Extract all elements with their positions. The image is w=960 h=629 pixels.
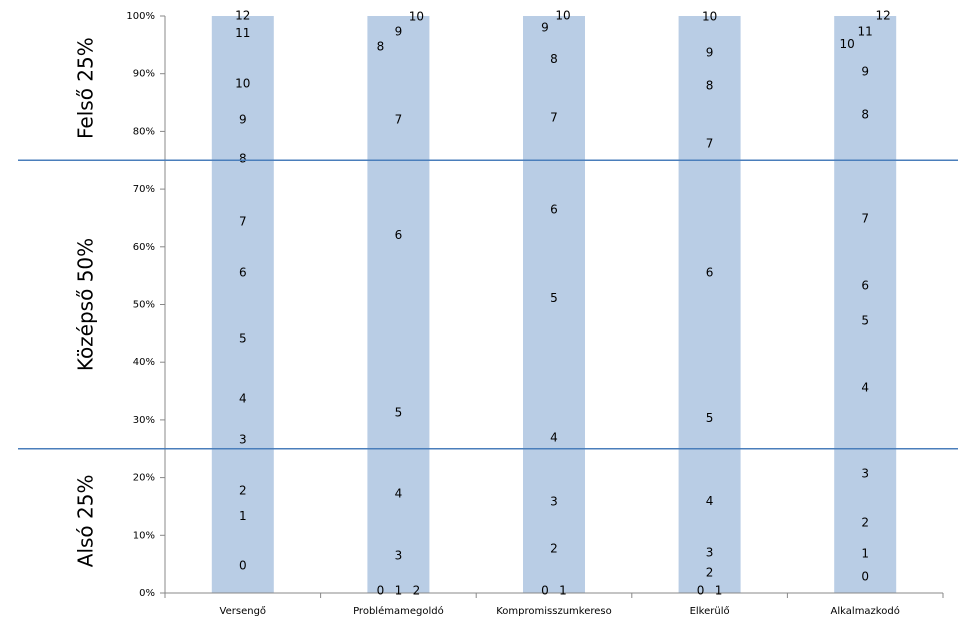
score-label: 7	[395, 112, 403, 126]
score-label: 7	[239, 214, 247, 228]
score-label: 12	[235, 9, 250, 23]
score-label: 8	[861, 108, 869, 122]
score-label: 7	[550, 111, 558, 125]
score-label: 11	[858, 25, 873, 39]
score-label: 10	[555, 9, 570, 23]
score-label: 10	[235, 77, 250, 91]
score-label: 0	[861, 569, 869, 583]
score-label: 4	[550, 430, 558, 444]
score-label: 8	[550, 52, 558, 66]
y-tick-label: 0%	[139, 588, 155, 599]
score-label: 9	[239, 112, 247, 126]
y-tick-label: 80%	[133, 126, 155, 137]
score-label: 2	[413, 584, 421, 598]
score-label: 7	[706, 137, 714, 151]
score-label: 2	[550, 542, 558, 556]
y-tick-label: 20%	[133, 473, 155, 484]
score-label: 8	[239, 152, 247, 166]
score-label: 5	[861, 314, 869, 328]
y-tick-label: 40%	[133, 357, 155, 368]
x-tick-label: Kompromisszumkereso	[496, 606, 612, 617]
score-label: 1	[861, 546, 869, 560]
score-label: 12	[876, 9, 891, 23]
score-label: 8	[377, 40, 385, 54]
x-tick-label: Alkalmazkodó	[831, 605, 900, 617]
band-label: Középső 50%	[74, 238, 98, 371]
score-label: 9	[541, 21, 549, 35]
band-label: Alsó 25%	[74, 475, 98, 568]
score-label: 0	[377, 584, 385, 598]
score-label: 6	[706, 265, 714, 279]
x-tick-label: Elkerülő	[690, 605, 730, 617]
score-label: 7	[861, 212, 869, 226]
y-tick-label: 70%	[133, 184, 155, 195]
score-label: 4	[861, 381, 869, 395]
score-label: 3	[395, 549, 403, 563]
score-label: 0	[541, 584, 549, 598]
score-label: 5	[395, 405, 403, 419]
score-label: 2	[706, 565, 714, 579]
y-tick-label: 100%	[126, 11, 155, 22]
score-label: 11	[235, 26, 250, 40]
bar	[211, 16, 274, 593]
score-label: 10	[702, 10, 717, 24]
score-label: 6	[239, 265, 247, 279]
y-tick-label: 60%	[133, 242, 155, 253]
score-label: 0	[697, 584, 705, 598]
score-label: 9	[861, 64, 869, 78]
bar	[834, 16, 897, 593]
score-label: 10	[409, 10, 424, 24]
score-label: 0	[239, 558, 247, 572]
score-label: 1	[559, 584, 567, 598]
score-label: 3	[550, 494, 558, 508]
bar	[523, 16, 585, 593]
x-tick-label: Problémamegoldó	[353, 605, 444, 617]
score-label: 9	[395, 25, 403, 39]
score-label: 3	[706, 546, 714, 560]
score-label: 2	[239, 483, 247, 497]
score-label: 3	[861, 467, 869, 481]
x-tick-label: Versengő	[220, 605, 267, 617]
score-label: 4	[395, 486, 403, 500]
score-label: 10	[840, 37, 855, 51]
score-label: 1	[395, 584, 403, 598]
y-tick-label: 90%	[133, 69, 155, 80]
score-label: 1	[239, 509, 247, 523]
score-label: 6	[550, 202, 558, 216]
score-label: 9	[706, 45, 714, 59]
bar	[678, 16, 741, 593]
score-label: 5	[239, 332, 247, 346]
y-tick-label: 30%	[133, 415, 155, 426]
bar	[367, 16, 430, 593]
band-label: Felső 25%	[74, 37, 98, 139]
score-label: 5	[706, 411, 714, 425]
score-label: 2	[861, 516, 869, 530]
score-label: 3	[239, 433, 247, 447]
score-label: 5	[550, 291, 558, 305]
score-label: 4	[239, 392, 247, 406]
score-label: 8	[706, 78, 714, 92]
score-label: 4	[706, 494, 714, 508]
score-label: 6	[395, 228, 403, 242]
score-label: 1	[715, 584, 723, 598]
y-tick-label: 10%	[133, 530, 155, 541]
score-label: 6	[861, 279, 869, 293]
y-tick-label: 50%	[133, 300, 155, 311]
